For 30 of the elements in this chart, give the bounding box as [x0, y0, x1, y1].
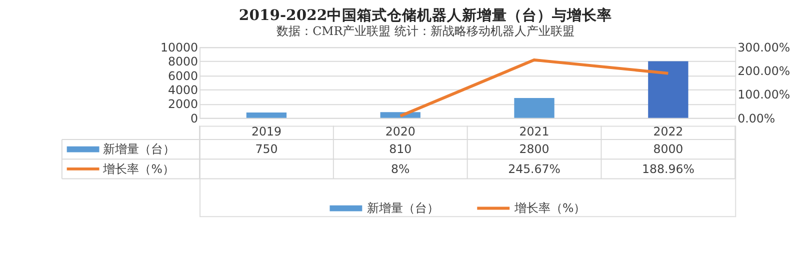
y-tick-label: 4000 — [168, 82, 198, 97]
text: 新增量（台） — [367, 201, 440, 216]
data-label: 2800 — [519, 142, 550, 156]
x-tick-label: 2019 — [251, 124, 282, 139]
data-label: 8% — [391, 162, 410, 176]
y2-tick-label: 200.00% — [738, 64, 790, 78]
y-tick-label: 10000 — [160, 40, 198, 55]
x-tick-label: 2022 — [653, 124, 684, 139]
y-tick-label: 0 — [190, 111, 198, 126]
y-tick-label: 8000 — [168, 54, 198, 69]
y2-tick-label: 100.00% — [738, 88, 790, 102]
bar — [514, 98, 554, 118]
x-tick-label: 2020 — [385, 124, 416, 139]
legend-label: 增长率（%） — [513, 201, 586, 216]
y2-tick-label: 300.00% — [738, 40, 790, 55]
data-label: 8000 — [653, 142, 684, 156]
y-tick-label: 2000 — [168, 97, 198, 112]
chart-subtitle: 数据：CMR产业联盟 统计：新战略移动机器人产业联盟 — [276, 24, 574, 38]
y-tick-label: 6000 — [168, 68, 198, 83]
y2-tick-label: 0.00% — [738, 111, 776, 126]
bar — [246, 112, 287, 118]
legend-label: 新增量（台） — [103, 142, 176, 156]
data-label: 245.67% — [508, 162, 560, 176]
bar — [648, 61, 688, 118]
data-label: 750 — [255, 142, 278, 156]
data-label: 810 — [389, 142, 412, 156]
x-tick-label: 2021 — [519, 124, 550, 139]
text: 增长率（%） — [103, 162, 174, 176]
chart-title: 2019-2022中国箱式仓储机器人新增量（台）与增长率 — [238, 6, 612, 24]
data-label: 188.96% — [642, 162, 694, 176]
